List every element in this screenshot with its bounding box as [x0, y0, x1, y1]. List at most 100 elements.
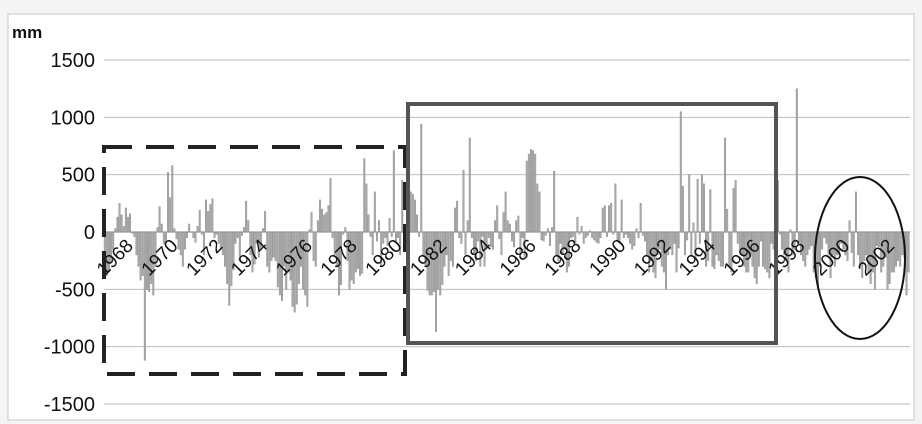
- bar: [386, 231, 389, 246]
- bar: [662, 231, 665, 273]
- bar: [848, 220, 851, 233]
- bar: [871, 231, 874, 273]
- bar: [213, 231, 216, 238]
- bar: [829, 231, 832, 279]
- bar: [181, 231, 184, 267]
- bar: [460, 231, 463, 244]
- bar: [646, 231, 648, 256]
- bar: [108, 231, 110, 273]
- bar: [221, 231, 224, 256]
- dashed-highlight-box: [102, 145, 407, 376]
- bar: [873, 231, 876, 290]
- bar: [173, 228, 176, 233]
- bar: [694, 231, 697, 261]
- bar: [416, 214, 418, 233]
- bar: [614, 183, 617, 233]
- bar: [880, 231, 883, 273]
- bar: [437, 231, 440, 290]
- bar: [751, 231, 754, 267]
- bar: [451, 231, 454, 267]
- bar: [831, 231, 834, 256]
- bar: [827, 231, 830, 256]
- bar: [888, 231, 891, 284]
- bar: [899, 231, 902, 267]
- bar: [825, 231, 828, 244]
- bar: [677, 231, 680, 249]
- bar: [876, 231, 878, 246]
- bar: [722, 231, 724, 267]
- bar: [399, 231, 402, 256]
- bar: [150, 231, 153, 284]
- bar: [797, 231, 800, 244]
- bar: [517, 215, 520, 233]
- bar: [154, 231, 157, 267]
- bar: [432, 231, 435, 292]
- bar: [580, 226, 583, 233]
- bar: [329, 177, 332, 233]
- y-axis-ticks: 1500 1000 500 0 -500 -1000 -1500: [44, 50, 95, 416]
- bar: [544, 231, 547, 236]
- bar: [656, 231, 659, 256]
- bar: [770, 231, 773, 244]
- bar: [572, 231, 575, 237]
- bar: [466, 220, 469, 233]
- bar: [570, 231, 573, 238]
- bar: [344, 227, 347, 233]
- bar: [857, 231, 859, 256]
- bar: [120, 214, 123, 233]
- bar: [781, 231, 784, 250]
- bar: [852, 231, 855, 267]
- bar: [869, 231, 872, 284]
- bar: [367, 214, 370, 233]
- bar: [842, 231, 845, 250]
- bar: [297, 231, 300, 284]
- bar: [308, 229, 311, 233]
- bar: [738, 231, 741, 250]
- bar: [675, 231, 678, 273]
- bar: [865, 231, 868, 256]
- bar: [424, 231, 427, 267]
- bar: [559, 231, 562, 244]
- bar: [240, 231, 243, 236]
- bar: [200, 231, 203, 235]
- bar: [654, 231, 657, 279]
- bar: [500, 231, 503, 256]
- bar: [620, 199, 623, 233]
- bar: [667, 231, 670, 256]
- bar: [160, 223, 163, 233]
- bar: [306, 231, 309, 307]
- bar: [665, 231, 667, 290]
- bar: [778, 231, 781, 235]
- bar: [641, 231, 644, 236]
- bar: [660, 231, 663, 267]
- bar: [356, 231, 359, 269]
- bar: [658, 231, 661, 250]
- bar: [679, 111, 682, 233]
- bar: [835, 231, 838, 256]
- bar: [447, 231, 450, 276]
- bar: [823, 231, 826, 238]
- bar: [650, 231, 653, 261]
- bar: [850, 231, 853, 253]
- bar: [854, 191, 857, 233]
- bar: [897, 231, 900, 261]
- bar: [135, 231, 138, 256]
- bar: [141, 231, 144, 276]
- bar: [703, 183, 705, 233]
- bar: [521, 231, 524, 238]
- bar: [506, 220, 509, 233]
- bar: [361, 231, 364, 274]
- bar: [586, 231, 589, 236]
- bar: [211, 198, 214, 233]
- bar: [340, 231, 343, 285]
- bar: [713, 231, 716, 269]
- bar: [262, 228, 264, 233]
- bar: [158, 206, 161, 233]
- y-tick-label: -500: [55, 279, 95, 301]
- bar: [635, 228, 638, 233]
- bar: [709, 189, 712, 233]
- bar: [511, 231, 513, 242]
- bar: [584, 231, 587, 238]
- bar: [728, 231, 731, 267]
